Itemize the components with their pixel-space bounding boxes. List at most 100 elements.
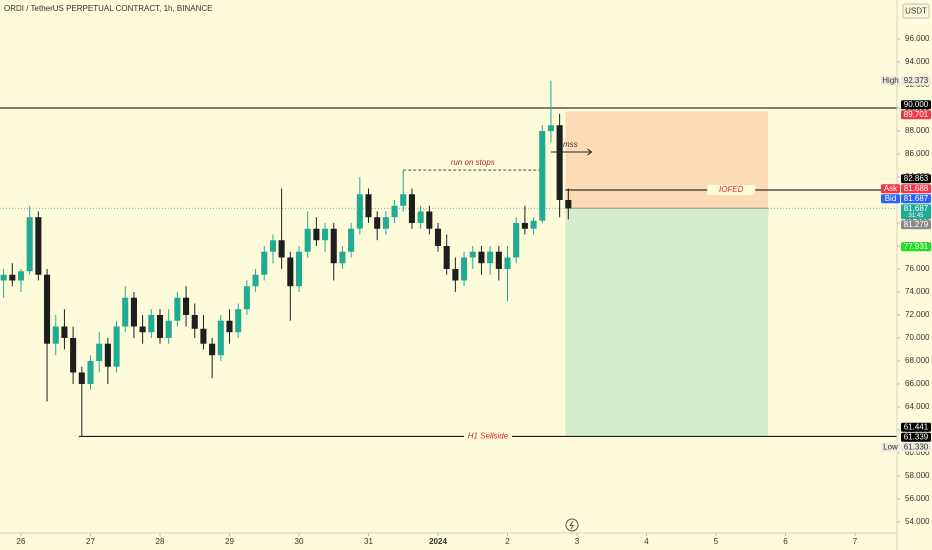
y-tick-label: 58.000 — [905, 471, 930, 480]
line-label: IOFED — [719, 185, 744, 194]
candle-body — [183, 297, 190, 315]
candle-body — [469, 251, 476, 258]
price-badge-label: 82.863 — [904, 174, 929, 183]
candle-body — [87, 360, 94, 384]
line-label-bg — [707, 185, 756, 196]
candle-body — [495, 251, 502, 269]
price-tag-label: Bid — [885, 194, 897, 203]
price-badge — [901, 204, 931, 220]
price-badge-label: 61.339 — [904, 432, 929, 441]
target-zone — [565, 208, 769, 437]
candle-body — [556, 125, 563, 200]
price-badge-label: 81.687 — [904, 194, 929, 203]
candle-body — [261, 251, 268, 275]
y-tick-label: 96.000 — [905, 34, 930, 43]
candle-body — [478, 251, 485, 264]
candle-body — [217, 320, 224, 356]
candle-body — [374, 217, 381, 229]
price-badge — [901, 174, 931, 184]
candle-body — [191, 314, 198, 329]
candle-body — [235, 309, 242, 333]
price-badge-label: 77.931 — [904, 242, 929, 251]
y-tick-label: 72.000 — [905, 310, 930, 319]
y-tick-label: 60.000 — [905, 448, 930, 457]
candle-body — [565, 199, 572, 209]
candle-body — [339, 251, 346, 264]
line-label: run on stops — [451, 158, 495, 167]
candle-body — [17, 271, 25, 281]
candle-body — [504, 257, 511, 269]
x-tick-label: 2024 — [429, 537, 447, 546]
x-tick-label: 7 — [853, 537, 858, 546]
y-tick-label: 70.000 — [905, 333, 930, 342]
candle-body — [174, 297, 181, 321]
candle-body — [408, 194, 415, 223]
line-label-bg — [463, 431, 512, 442]
price-badge-label: 89.701 — [904, 110, 929, 119]
price-badge — [901, 442, 931, 452]
candle-body — [9, 274, 16, 281]
candle-body — [391, 205, 398, 218]
price-tag — [881, 442, 900, 452]
candle-body — [461, 257, 468, 281]
candle-body — [26, 217, 33, 272]
currency: USDT — [905, 7, 927, 16]
price-badge-label: 90.000 — [904, 100, 929, 109]
price-badge — [901, 76, 931, 86]
price-badge — [901, 220, 931, 230]
candle-body — [252, 274, 259, 287]
price-badge-label: 92.373 — [904, 76, 929, 85]
price-badge — [901, 110, 931, 120]
candle-body — [434, 228, 442, 246]
candle-body — [452, 268, 459, 281]
candle-body — [287, 257, 294, 287]
candle-body — [539, 130, 546, 221]
price-tag-label: High — [882, 76, 898, 85]
candle-body — [356, 194, 363, 229]
candle-body — [52, 326, 59, 344]
price-badge — [901, 242, 931, 252]
candle-body — [443, 245, 450, 269]
price-badge-label: 81.688 — [904, 184, 929, 193]
y-tick-label: 68.000 — [905, 356, 930, 365]
price-badge-label: 81.687 — [904, 204, 929, 213]
candle-body — [278, 240, 285, 258]
price-badge-label: 61.441 — [904, 422, 929, 431]
candle-body — [139, 326, 146, 333]
candle-body — [226, 320, 233, 333]
price-tag — [881, 76, 900, 86]
candle-body — [130, 297, 137, 327]
candle-body — [78, 372, 85, 384]
event-icon[interactable] — [565, 518, 579, 532]
x-tick-label: 31 — [364, 537, 373, 546]
event-icon-bolt — [569, 520, 574, 530]
candle-body — [348, 228, 355, 252]
price-badge — [901, 422, 931, 432]
candle-body — [547, 125, 554, 131]
candle-body — [148, 314, 155, 333]
y-tick-label: 56.000 — [905, 494, 930, 503]
price-badge — [901, 100, 931, 110]
y-tick-label: 74.000 — [905, 287, 930, 296]
price-tag — [881, 194, 900, 204]
candle-body — [330, 228, 337, 264]
price-badge-label: 61.330 — [904, 442, 929, 451]
x-tick-label: 28 — [156, 537, 165, 546]
candle-body — [530, 220, 537, 229]
price-countdown: 31:45 — [908, 213, 924, 219]
y-tick-label: 64.000 — [905, 402, 930, 411]
price-badge — [901, 184, 931, 194]
candle-body — [295, 251, 303, 287]
y-tick-label: 94.000 — [905, 57, 930, 66]
axes: 54.00056.00058.00060.00062.00064.00066.0… — [17, 34, 931, 546]
y-tick-label: 66.000 — [905, 379, 930, 388]
plot-area: H1 Sellside IOFED run on stops mss — [0, 80, 897, 442]
mss-arrowhead — [587, 148, 593, 156]
y-tick-label: 76.000 — [905, 264, 930, 273]
candle-body — [313, 228, 320, 241]
price-badge — [901, 194, 931, 204]
candle-body — [269, 240, 276, 252]
currency-box — [902, 3, 930, 19]
price-tag-label: Low — [883, 442, 898, 451]
